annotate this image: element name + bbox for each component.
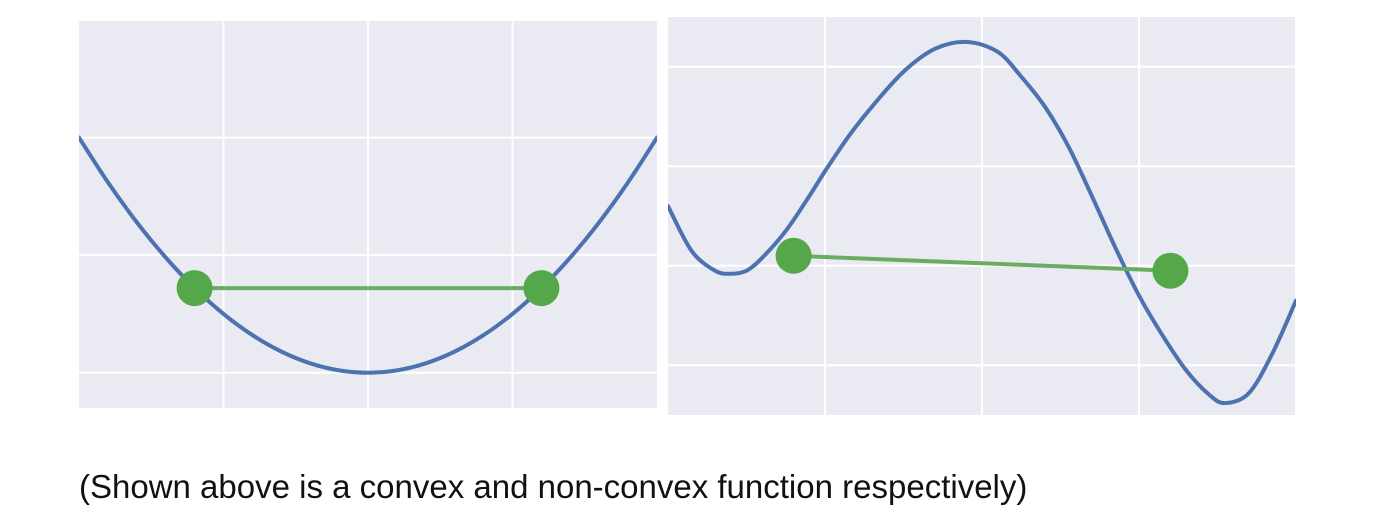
non-convex-chart	[668, 17, 1296, 415]
non-convex-chart-plot	[668, 17, 1296, 415]
non-convex-chord	[793, 253, 1171, 273]
non-convex-point-1	[1152, 252, 1189, 289]
non-convex-point-0	[775, 237, 812, 274]
convex-point-1	[523, 270, 560, 307]
convex-curve-0	[79, 135, 657, 375]
convex-chart	[79, 20, 657, 408]
non-convex-curve-0	[668, 39, 1296, 406]
convex-point-0	[176, 270, 213, 307]
caption: (Shown above is a convex and non-convex …	[79, 468, 1028, 505]
convex-chart-plot	[79, 20, 657, 408]
